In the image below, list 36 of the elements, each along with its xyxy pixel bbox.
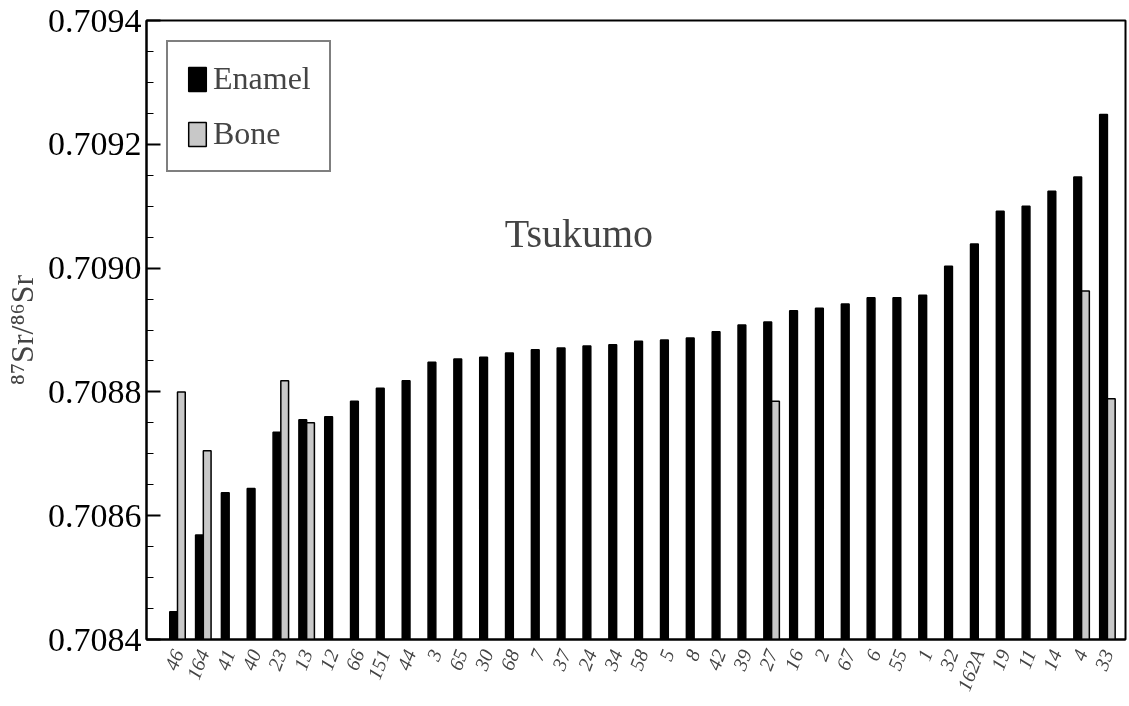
x-tick-label: 7 xyxy=(525,645,550,664)
x-tick-label: 32 xyxy=(934,646,963,675)
x-tick-label: 8 xyxy=(680,646,705,664)
y-tick-label: 0.7090 xyxy=(48,249,142,287)
legend-label: Enamel xyxy=(213,60,311,97)
x-tick-label: 23 xyxy=(263,646,292,674)
y-tick-label: 0.7088 xyxy=(48,372,142,410)
x-tick-label: 67 xyxy=(831,645,860,674)
y-tick-label: 0.7084 xyxy=(48,620,142,658)
y-tick-label: 0.7092 xyxy=(48,125,142,163)
x-tick-label: 19 xyxy=(986,646,1015,674)
x-tick-label: 68 xyxy=(495,646,524,674)
x-tick-label: 11 xyxy=(1012,646,1041,672)
x-tick-label: 40 xyxy=(237,646,266,674)
x-tick-label: 58 xyxy=(624,646,653,674)
y-axis-title: ⁸⁷Sr/⁸⁶Sr xyxy=(4,274,40,386)
x-tick-label: 2 xyxy=(809,646,834,664)
x-tick-label: 33 xyxy=(1089,646,1118,675)
x-tick-label: 3 xyxy=(421,646,447,665)
y-tick-label: 0.7086 xyxy=(48,496,142,534)
x-tick-label: 14 xyxy=(1038,646,1067,674)
legend-label: Bone xyxy=(213,115,281,152)
x-tick-label: 5 xyxy=(654,646,679,664)
annotation: Tsukumo xyxy=(504,210,654,256)
x-tick-label: 37 xyxy=(547,645,576,675)
x-tick-label: 13 xyxy=(289,646,317,674)
x-tick-label: 55 xyxy=(883,646,912,674)
x-tick-label: 12 xyxy=(314,646,343,674)
x-tick-label: 65 xyxy=(444,646,472,674)
y-tick-label: 0.7094 xyxy=(48,1,142,39)
x-tick-label: 4 xyxy=(1067,646,1092,664)
x-tick-label: 44 xyxy=(392,646,421,674)
x-tick-label: 1 xyxy=(912,646,937,664)
x-tick-label: 6 xyxy=(861,646,886,664)
x-tick-label: 41 xyxy=(211,646,240,674)
x-tick-label: 30 xyxy=(469,646,498,675)
